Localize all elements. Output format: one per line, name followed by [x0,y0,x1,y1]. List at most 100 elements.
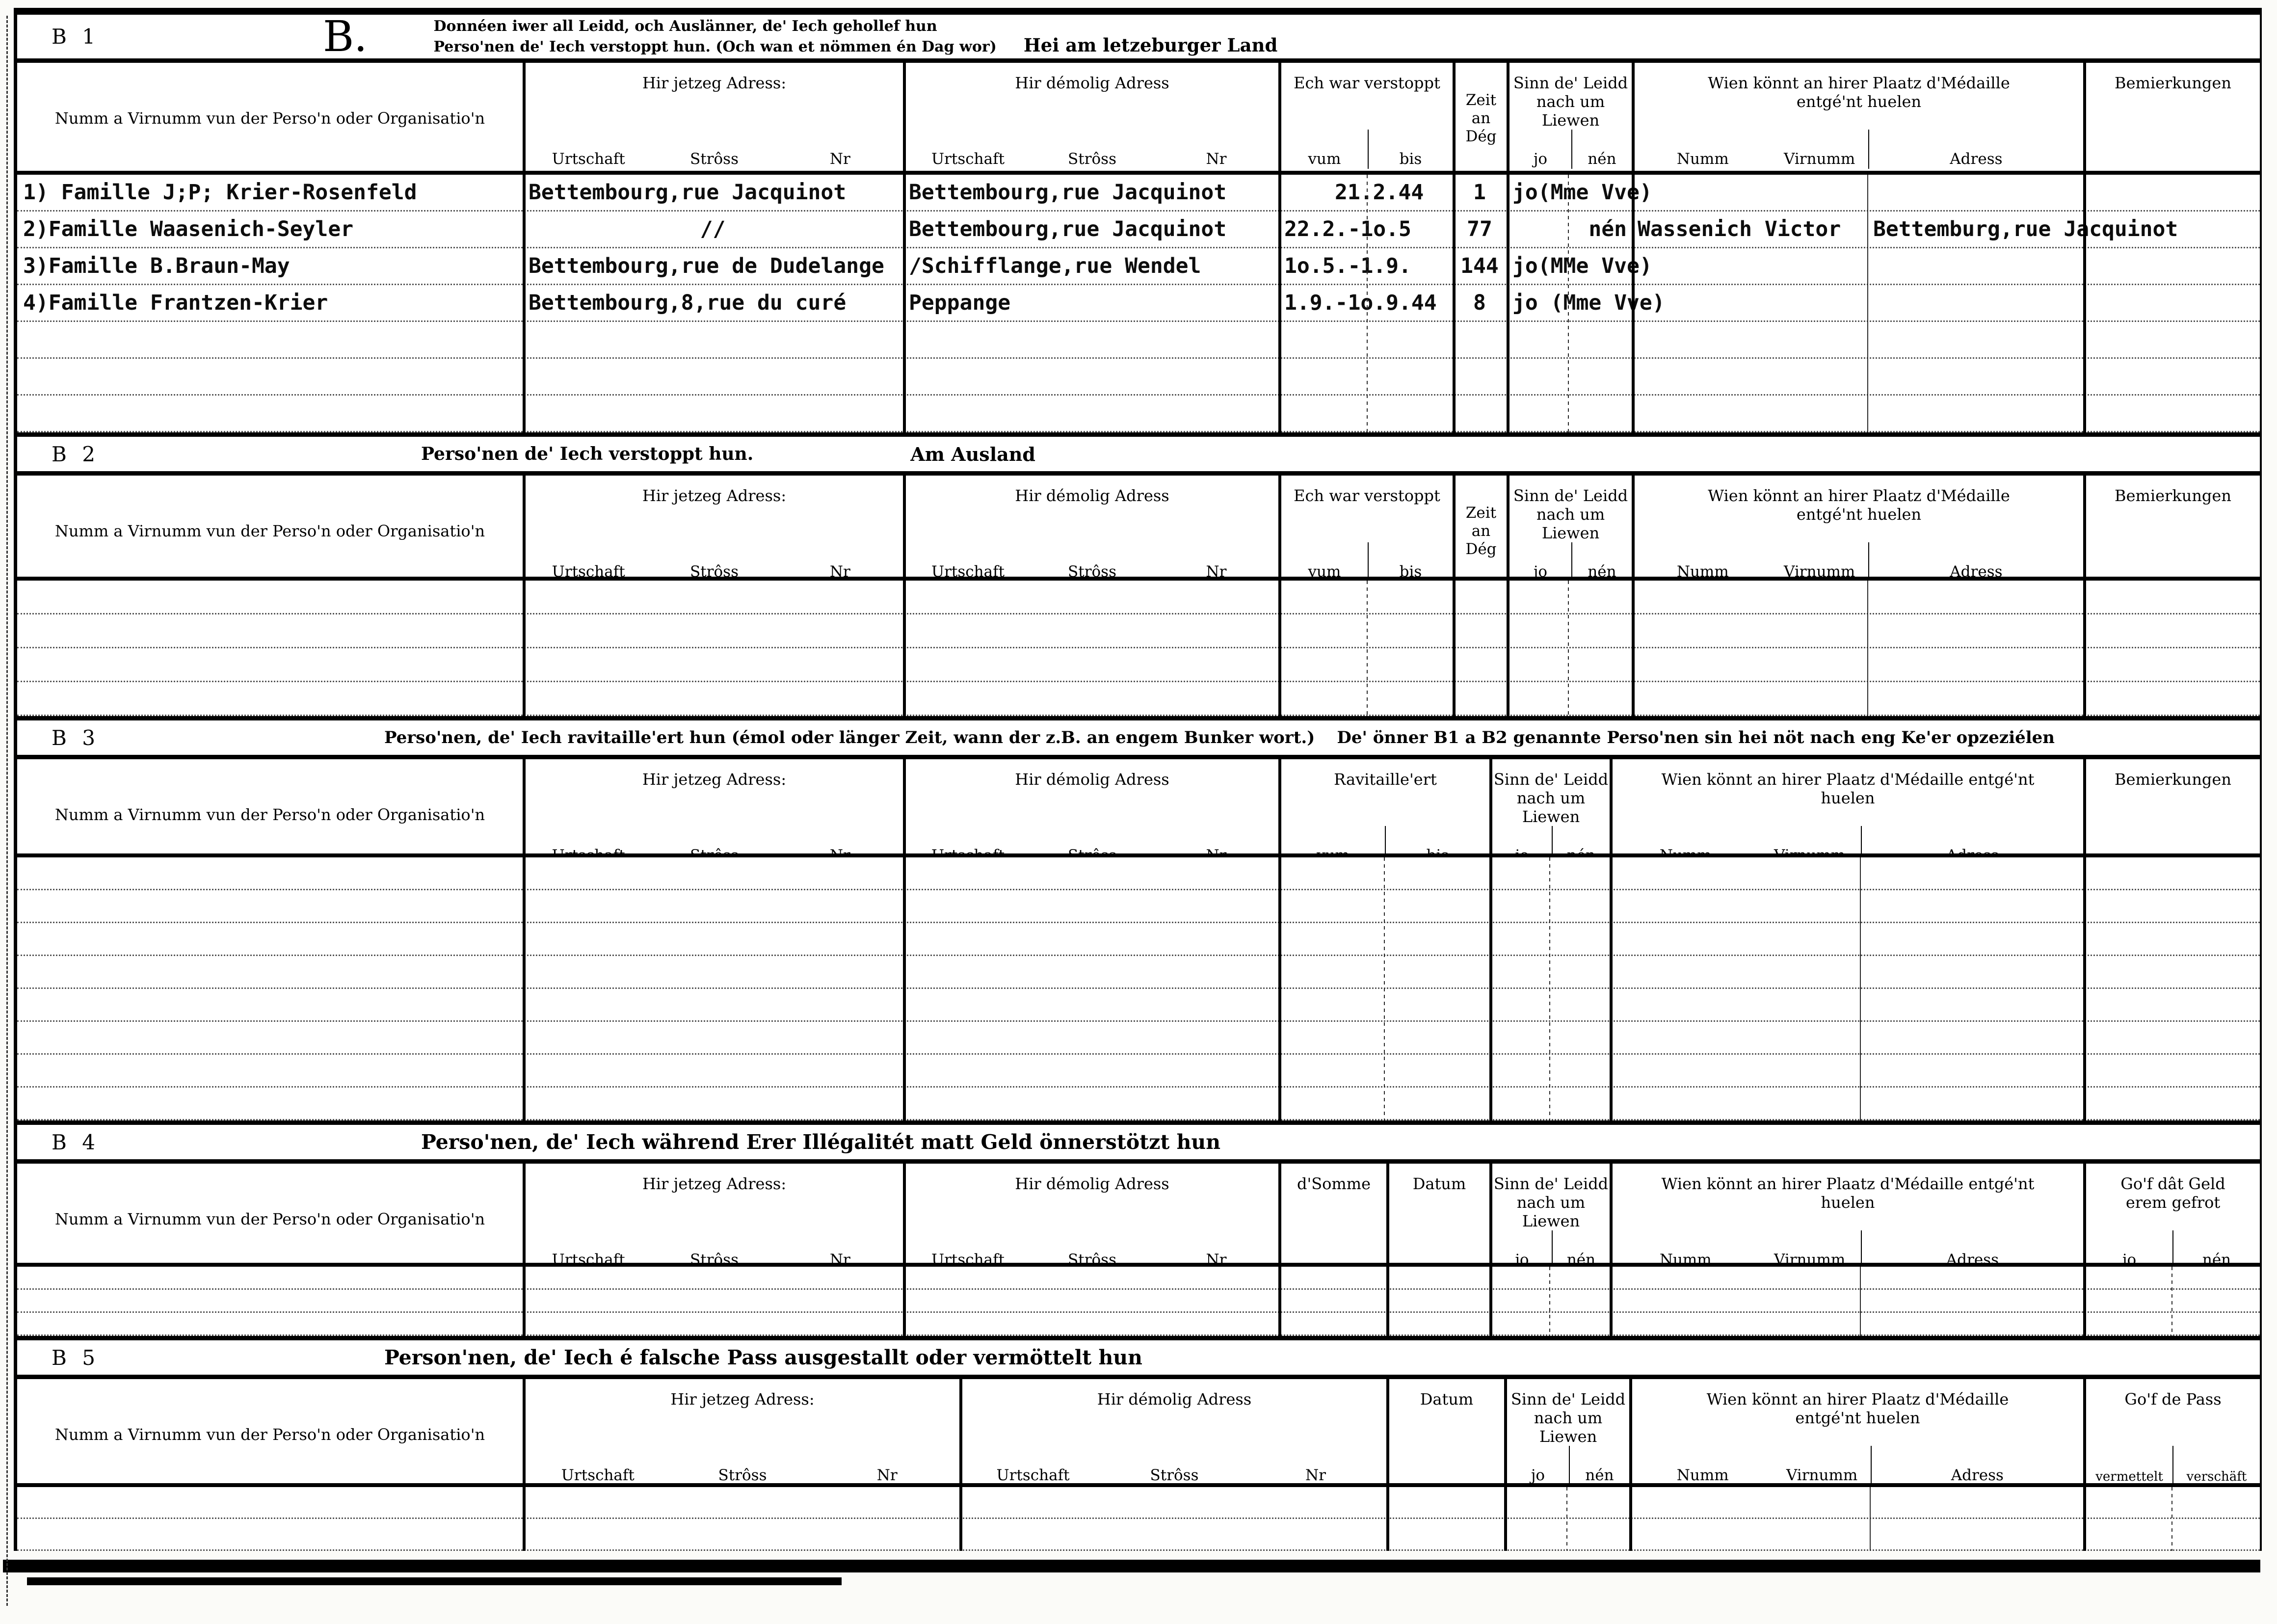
cell-bemierkungen [2083,175,2260,210]
b2-title: Perso'nen de' Iech verstoppt hun. [421,444,754,464]
b2-empty-row [17,682,2260,716]
column-line [2083,175,2086,432]
typed-address: Bettembourg,8,rue du curé [529,291,847,315]
col-former-address: Hir démolig Adress Urtschaft Strôss Nr [903,1164,1278,1275]
column-line [1629,1487,1632,1551]
cell-current-address: // [523,212,903,247]
b1-row-4: 4)Famille Frantzen-Krier Bettembourg,8,r… [17,285,2260,322]
col-current-address: Hir jetzeg Adress: Urtschaft Strôss Nr [523,1379,959,1490]
col-bemierkungen: Bemierkungen [2083,759,2260,870]
typed-period: 21.2.44 [1335,180,1424,205]
cell-period: 1.9.-1o.9.44 [1278,285,1453,320]
col-former-address: Hir démolig Adress Urtschaft Strôss Nr [903,63,1278,174]
column-line [903,1267,906,1336]
col-name-org: Numm a Virnumm vun der Perso'n oder Orga… [17,1379,523,1490]
still-alive-label: Sinn de' Leidd nach um Liewen [1493,1174,1609,1230]
cell-period: 22.2.-1o.5 [1278,212,1453,247]
cell-medal-adress [1867,175,2083,210]
col-jo: jo [1533,563,1548,581]
cell-medal-numm [1632,175,1769,210]
typed-period: 1o.5.-1.9. [1284,254,1411,278]
col-nen: nén [2172,1230,2260,1270]
col-hidden-period: Ech war verstoppt vum bis [1278,63,1453,174]
b1-row-1: 1) Famille J;P; Krier-Rosenfeld Bettembo… [17,175,2260,212]
col-urtschaft: Urtschaft [561,1466,635,1484]
column-line [2171,1267,2172,1336]
col-adress: Adress [1868,542,2083,582]
typed-address: /Schifflange,rue Wendel [909,254,1201,278]
b3-section-label: B 3 [52,725,100,750]
col-verschaeft: verschäft [2172,1446,2260,1485]
cell-alive: nén [1507,212,1632,247]
current-address-label: Hir jetzeg Adress: [642,770,787,789]
typed-period: 1.9.-1o.9.44 [1284,291,1437,315]
medal-label: Wien könnt an hirer Plaatz d'Médaille en… [1708,74,2010,111]
column-line [1632,581,1635,716]
column-line [1278,1267,1281,1336]
typed-medal-address: Bettemburg,rue Jacquinot [1873,217,2178,241]
b2-subtitle: Am Ausland [910,443,1035,465]
b2-empty-row [17,614,2260,648]
name-org-label: Numm a Virnumm vun der Perso'n oder Orga… [54,805,485,824]
col-virnumm: Virnumm [1784,150,1855,168]
col-ravitailleert: Ravitaille'ert vum bis [1278,759,1489,870]
col-still-alive: Sinn de' Leidd nach um Liewen jo nén [1489,1164,1610,1275]
col-somme: d'Somme [1278,1164,1386,1275]
col-zeit-an-deg: Zeit an Dég [1453,63,1507,174]
address-subheads: Urtschaft Strôss Nr [906,130,1278,174]
cell-medal-adress [1867,285,2083,320]
column-line [523,857,526,1120]
col-urtschaft: Urtschaft [931,1251,1005,1269]
bemierkungen-label: Bemierkungen [2115,74,2231,92]
typed-alive: jo(MMe Vve) [1512,254,1652,278]
b1-empty-row [17,396,2260,432]
col-jo: jo [1531,1466,1545,1484]
column-line [1867,175,1868,432]
col-former-address: Hir démolig Adress Urtschaft Strôss Nr [903,759,1278,870]
b3-title-band: B 3 Perso'nen, de' Iech ravitaille'ert h… [17,716,2260,759]
bemierkungen-label: Bemierkungen [2115,770,2231,789]
col-nr: Nr [829,150,850,168]
column-line [1386,1487,1389,1551]
col-nr: Nr [1206,150,1227,168]
b1-big-letter: B. [322,12,368,61]
column-line [903,857,906,1120]
current-address-label: Hir jetzeg Adress: [642,1174,787,1193]
column-line [1278,857,1281,1120]
b2-body [17,581,2260,716]
ravitailleert-label: Ravitaille'ert [1334,770,1437,789]
col-urtschaft: Urtschaft [552,150,625,168]
col-still-alive: Sinn de' Leidd nach um Liewen jo nén [1507,63,1632,174]
cell-medal-adress: Bettemburg,rue Jacquinot [1867,212,2178,247]
address-subheads: Urtschaft Strôss Nr [962,1446,1386,1490]
b5-empty-row [17,1487,2260,1519]
cell-medal-numm: Wassenich Victor [1632,212,1841,247]
current-address-label: Hir jetzeg Adress: [642,486,787,505]
b1-section-label: B 1 [52,25,100,49]
column-line [1549,1267,1550,1336]
former-address-label: Hir démolig Adress [1097,1390,1252,1409]
hidden-period-label: Ech war verstoppt [1294,486,1440,505]
col-current-address: Hir jetzeg Adress: Urtschaft Strôss Nr [523,476,903,586]
col-datum: Datum [1386,1164,1489,1275]
b3-empty-row [17,890,2260,923]
medal-label: Wien könnt an hirer Plaatz d'Médaille en… [1708,486,2010,524]
b4-empty-row [17,1313,2260,1336]
typed-alive: jo(Mme Vve) [1512,180,1652,205]
name-org-label: Numm a Virnumm vun der Perso'n oder Orga… [54,522,485,540]
typed-name: 3)Famille B.Braun-May [23,254,290,278]
col-stross: Strôss [689,150,739,168]
cell-bemierkungen [2083,285,2260,320]
geld-gefrot-label: Go'f dât Geld erem gefrot [2120,1174,2225,1212]
cell-name: 1) Famille J;P; Krier-Rosenfeld [17,175,523,210]
b5-title-band: B 5 Person'nen, de' Iech é falsche Pass … [17,1336,2260,1379]
col-urtschaft: Urtschaft [552,1251,625,1269]
alive-subheads: jo nén [1507,1446,1629,1490]
b4-empty-row [17,1290,2260,1313]
cell-former-address: /Schifflange,rue Wendel [903,248,1278,284]
b5-title: Person'nen, de' Iech é falsche Pass ausg… [384,1346,1142,1369]
col-vermettelt: vermettelt [2095,1469,2163,1484]
gof-de-pass-label: Go'f de Pass [2124,1390,2222,1409]
col-virnumm: Virnumm [1784,563,1855,581]
cell-former-address: Bettembourg,rue Jacquinot [903,175,1278,210]
